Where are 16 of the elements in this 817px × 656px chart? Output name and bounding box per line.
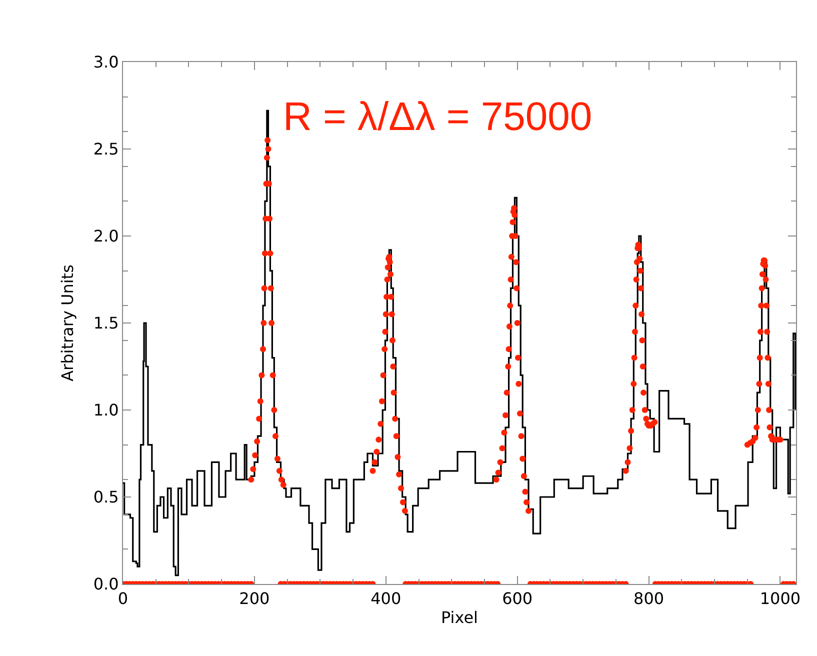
x-tick-label: 200 — [239, 589, 270, 608]
x-tick-label: 400 — [370, 589, 402, 608]
x-tick-label: 0 — [118, 589, 128, 608]
x-tick-label: 800 — [634, 589, 664, 608]
x-tick-label: 600 — [502, 589, 533, 608]
y-tick-label: 1.5 — [93, 314, 119, 333]
x-tick-label: 1000 — [760, 589, 801, 608]
y-tick-label: 2.5 — [93, 140, 119, 159]
y-tick-label: 0.5 — [93, 488, 119, 507]
y-axis-title: Arbitrary Units — [58, 264, 78, 382]
y-tick-label: 3.0 — [93, 52, 119, 72]
y-tick-label: 0.0 — [93, 574, 119, 594]
x-axis-title: Pixel — [440, 608, 478, 627]
y-tick-label: 2.0 — [93, 226, 119, 246]
annotation: R = λ/Δλ = 75000 — [283, 95, 592, 139]
y-tick-label: 1.0 — [93, 400, 119, 420]
